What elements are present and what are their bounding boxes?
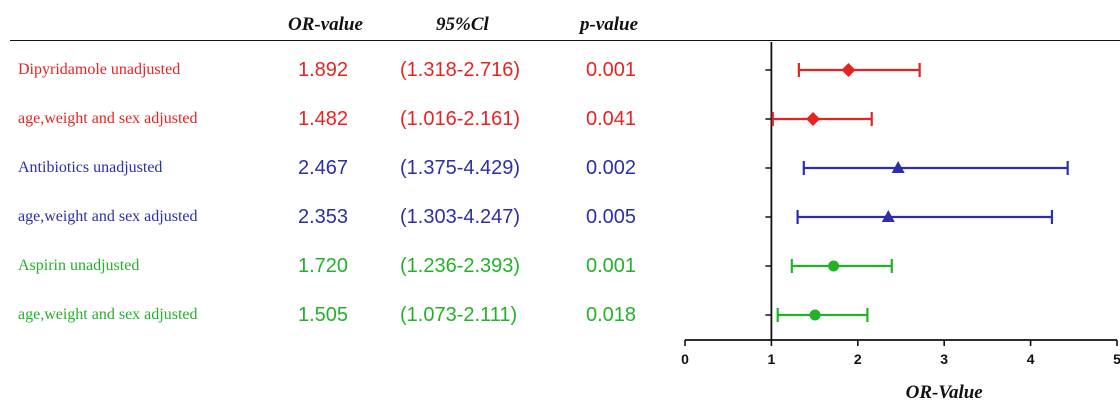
row-p-value: 0.041 xyxy=(586,108,637,130)
row-p-value: 0.002 xyxy=(586,157,637,179)
row-p-value: 0.005 xyxy=(586,206,637,228)
table-row-4: age,weight and sex adjusted 2.353 (1.303… xyxy=(0,202,680,232)
row-or-value: 2.467 xyxy=(298,157,349,179)
x-axis-title: OR-Value xyxy=(906,382,984,403)
header-p-value: p-value xyxy=(580,14,639,35)
header-or-value: OR-value xyxy=(288,14,363,35)
row-or-value: 2.353 xyxy=(298,206,349,228)
header-confidence-interval: 95%Cl xyxy=(436,14,489,35)
x-tick-label: 1 xyxy=(768,351,776,367)
or-point-triangle xyxy=(891,161,905,173)
or-point-circle xyxy=(809,309,821,321)
row-or-value: 1.892 xyxy=(298,59,349,81)
row-p-value: 0.001 xyxy=(586,59,637,81)
table-row-6: age,weight and sex adjusted 1.505 (1.073… xyxy=(0,300,680,330)
row-label: age,weight and sex adjusted xyxy=(18,110,198,127)
or-point-diamond xyxy=(806,112,821,126)
row-ci: (1.303-4.247) xyxy=(400,206,521,228)
row-p-value: 0.001 xyxy=(586,255,637,277)
row-or-value: 1.482 xyxy=(298,108,349,130)
x-tick-label: 3 xyxy=(940,351,948,367)
row-ci: (1.318-2.716) xyxy=(400,59,521,81)
row-label: age,weight and sex adjusted xyxy=(18,208,198,225)
row-or-value: 1.505 xyxy=(298,304,349,326)
row-p-value: 0.018 xyxy=(586,304,637,326)
x-tick-label: 0 xyxy=(681,351,689,367)
x-tick-label: 5 xyxy=(1113,351,1120,367)
table-row-3: Antibiotics unadjusted 2.467 (1.375-4.42… xyxy=(0,153,680,183)
or-point-triangle xyxy=(881,210,895,222)
x-tick-label: 2 xyxy=(854,351,862,367)
table-row-2: age,weight and sex adjusted 1.482 (1.016… xyxy=(0,104,680,134)
row-label: Dipyridamole unadjusted xyxy=(18,61,181,78)
header-rule xyxy=(10,40,1120,41)
table-row-1: Dipyridamole unadjusted 1.892 (1.318-2.7… xyxy=(0,55,680,85)
row-or-value: 1.720 xyxy=(298,255,349,277)
row-ci: (1.236-2.393) xyxy=(400,255,521,277)
row-ci: (1.375-4.429) xyxy=(400,157,521,179)
x-tick-label: 4 xyxy=(1027,351,1035,367)
row-label: age,weight and sex adjusted xyxy=(18,306,198,323)
row-label: Aspirin unadjusted xyxy=(18,257,140,274)
row-label: Antibiotics unadjusted xyxy=(18,159,163,176)
or-point-circle xyxy=(828,260,840,272)
row-ci: (1.016-2.161) xyxy=(400,108,521,130)
or-point-diamond xyxy=(841,63,856,77)
row-ci: (1.073-2.111) xyxy=(400,304,518,326)
table-row-5: Aspirin unadjusted 1.720 (1.236-2.393) 0… xyxy=(0,251,680,281)
